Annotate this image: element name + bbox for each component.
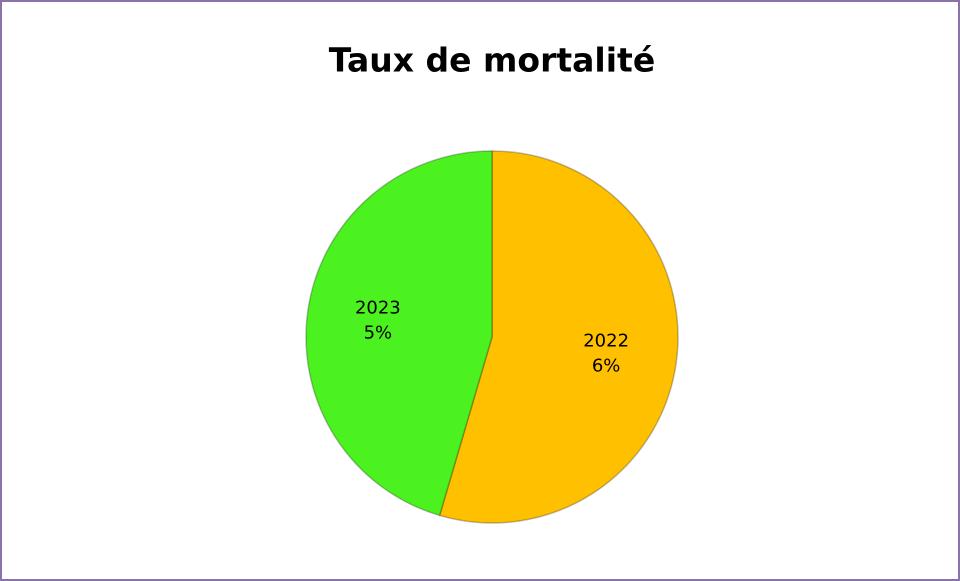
slice-value-label: 6%: [592, 355, 621, 376]
chart-title: Taux de mortalité: [329, 41, 655, 80]
slice-category-label: 2023: [355, 298, 401, 319]
pie-slice: [438, 150, 679, 524]
slice-value-label: 5%: [364, 323, 393, 344]
pie-slice: [305, 150, 493, 517]
slice-category-label: 2022: [583, 330, 629, 351]
